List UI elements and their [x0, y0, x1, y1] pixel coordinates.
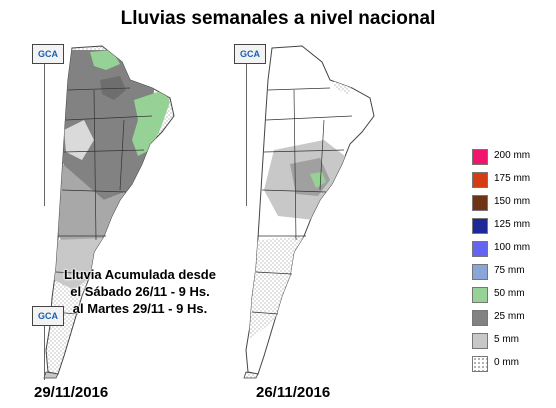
legend-label: 200 mm: [494, 150, 531, 161]
legend-swatch: [472, 195, 488, 211]
gca-logo-right: GCA: [234, 44, 266, 64]
argentina-map-right: [243, 45, 375, 379]
legend-swatch: [472, 218, 488, 234]
legend-swatch: [472, 264, 488, 280]
caption-line-1: Lluvia Acumulada desde: [64, 267, 216, 282]
legend-item: 0 mm: [470, 353, 556, 376]
legend-swatch: [472, 241, 488, 257]
legend-label: 75 mm: [494, 265, 525, 276]
legend-label: 50 mm: [494, 288, 525, 299]
logo-pole-left: [44, 56, 45, 206]
legend-swatch: [472, 149, 488, 165]
legend-swatch: [472, 356, 488, 372]
legend-item: 75 mm: [470, 261, 556, 284]
legend-label: 100 mm: [494, 242, 531, 253]
logo-pole-left-bottom: [44, 320, 45, 380]
legend-label: 125 mm: [494, 219, 531, 230]
legend-item: 5 mm: [470, 330, 556, 353]
legend-item: 125 mm: [470, 215, 556, 238]
legend-label: 150 mm: [494, 196, 531, 207]
legend-swatch: [472, 310, 488, 326]
legend-swatch: [472, 287, 488, 303]
page-title: Lluvias semanales a nivel nacional: [120, 8, 436, 29]
legend-label: 25 mm: [494, 311, 525, 322]
legend-label: 0 mm: [494, 357, 519, 368]
rain-legend: 200 mm 175 mm 150 mm 125 mm 100 mm 75 mm…: [470, 146, 556, 376]
legend-item: 25 mm: [470, 307, 556, 330]
date-right: 26/11/2016: [256, 384, 331, 401]
logo-pole-right: [246, 56, 247, 206]
legend-swatch: [472, 172, 488, 188]
date-left: 29/11/2016: [34, 384, 109, 401]
legend-item: 175 mm: [470, 169, 556, 192]
legend-swatch: [472, 333, 488, 349]
argentina-map-left: [43, 45, 175, 379]
legend-item: 200 mm: [470, 146, 556, 169]
accumulation-caption: Lluvia Acumulada desde el Sábado 26/11 -…: [40, 266, 240, 317]
legend-label: 175 mm: [494, 173, 531, 184]
legend-item: 150 mm: [470, 192, 556, 215]
rain-map-previous: [234, 40, 404, 380]
caption-line-3: al Martes 29/11 - 9 Hs.: [72, 301, 208, 316]
caption-line-2: el Sábado 26/11 - 9 Hs.: [70, 284, 210, 299]
gca-logo-left-bottom: GCA: [32, 306, 64, 326]
legend-label: 5 mm: [494, 334, 519, 345]
rain-map-accumulated: [34, 40, 204, 380]
legend-item: 50 mm: [470, 284, 556, 307]
legend-item: 100 mm: [470, 238, 556, 261]
gca-logo-left: GCA: [32, 44, 64, 64]
